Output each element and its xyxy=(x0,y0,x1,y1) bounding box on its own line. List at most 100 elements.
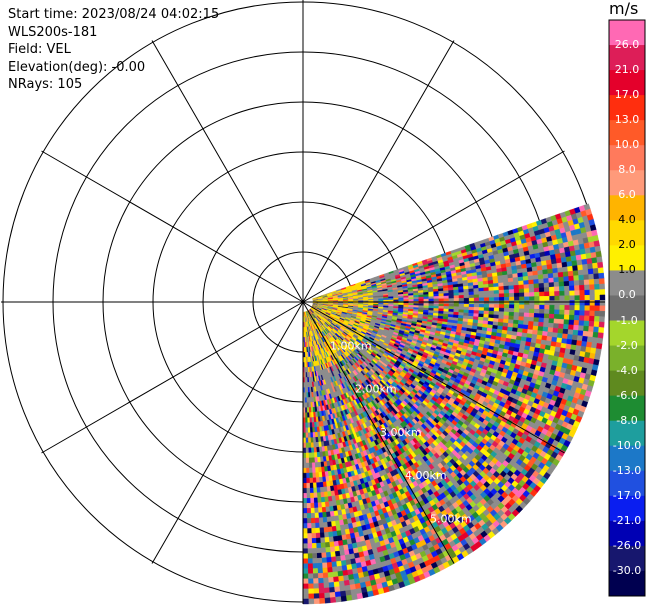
velocity-cell xyxy=(498,296,505,302)
velocity-cell xyxy=(423,296,430,300)
velocity-cell xyxy=(458,303,465,308)
velocity-cell xyxy=(567,329,574,336)
velocity-cell xyxy=(538,317,545,323)
velocity-cell xyxy=(558,281,565,287)
velocity-cell xyxy=(473,291,480,296)
velocity-cell xyxy=(518,280,525,286)
velocity-cell xyxy=(590,251,597,259)
velocity-cell xyxy=(493,297,500,302)
velocity-cell xyxy=(428,303,435,307)
velocity-cell xyxy=(563,319,570,325)
velocity-cell xyxy=(483,293,490,298)
velocity-cell xyxy=(513,284,520,290)
velocity-cell xyxy=(548,277,555,284)
velocity-cell xyxy=(576,335,584,342)
velocity-cell xyxy=(473,284,479,289)
velocity-cell xyxy=(561,261,568,268)
velocity-cell xyxy=(509,304,515,309)
velocity-cell xyxy=(433,303,440,307)
velocity-cell xyxy=(592,267,599,275)
velocity-cell xyxy=(553,318,560,325)
velocity-cell xyxy=(443,303,450,307)
velocity-cell xyxy=(479,300,485,305)
velocity-cell xyxy=(543,317,550,324)
velocity-cell xyxy=(498,289,505,295)
velocity-cell xyxy=(508,315,515,321)
velocity-cell xyxy=(577,264,584,271)
velocity-cell xyxy=(488,286,495,292)
velocity-cell xyxy=(543,287,550,293)
velocity-cell xyxy=(593,321,600,328)
velocity-cell xyxy=(589,294,596,301)
velocity-cell xyxy=(596,337,604,345)
velocity-cell xyxy=(573,315,580,321)
velocity-cell xyxy=(513,312,520,317)
velocity-cell xyxy=(539,300,545,306)
velocity-cell xyxy=(578,315,585,322)
velocity-cell xyxy=(538,278,545,284)
velocity-cell xyxy=(569,300,575,306)
velocity-cell xyxy=(598,272,605,280)
velocity-cell xyxy=(584,284,590,291)
velocity-cell xyxy=(574,300,580,306)
velocity-cell xyxy=(591,337,599,344)
velocity-cell xyxy=(478,297,485,302)
velocity-cell xyxy=(548,282,555,288)
velocity-cell xyxy=(403,299,409,302)
velocity-cell xyxy=(463,297,470,302)
velocity-cell xyxy=(483,297,490,302)
velocity-cell xyxy=(552,272,559,279)
velocity-cell xyxy=(596,256,603,264)
velocity-cell xyxy=(448,298,455,302)
velocity-cell xyxy=(548,322,555,329)
velocity-cell xyxy=(518,292,525,298)
velocity-cell xyxy=(518,284,525,290)
velocity-cell xyxy=(553,314,560,320)
velocity-cell xyxy=(543,313,550,319)
velocity-cell xyxy=(428,296,434,300)
velocity-cell xyxy=(523,280,530,286)
velocity-cell xyxy=(527,271,534,277)
velocity-cell xyxy=(542,269,549,275)
velocity-cell xyxy=(408,297,414,300)
velocity-cell xyxy=(584,305,591,312)
velocity-cell xyxy=(588,273,595,280)
velocity-cell xyxy=(532,274,539,281)
velocity-cell xyxy=(468,303,475,308)
velocity-cell xyxy=(573,275,580,282)
velocity-cell xyxy=(443,298,450,302)
velocity-cell xyxy=(599,283,605,290)
velocity-cell xyxy=(593,240,601,248)
velocity-cell xyxy=(559,309,565,316)
velocity-cell xyxy=(523,284,530,290)
velocity-cell xyxy=(533,313,540,319)
velocity-cell xyxy=(378,299,384,302)
velocity-cell xyxy=(582,263,589,271)
velocity-cell xyxy=(563,323,570,330)
velocity-cell xyxy=(403,297,409,300)
velocity-cell xyxy=(543,282,550,288)
velocity-cell xyxy=(493,290,500,295)
velocity-cell xyxy=(597,267,604,274)
velocity-cell xyxy=(564,295,571,301)
velocity-cell xyxy=(594,283,600,291)
velocity-cell xyxy=(567,265,574,272)
velocity-cell xyxy=(508,281,515,287)
velocity-cell xyxy=(579,284,585,291)
velocity-cell xyxy=(532,270,539,276)
velocity-cell xyxy=(543,322,549,328)
velocity-cell xyxy=(554,309,560,315)
velocity-cell xyxy=(579,300,586,306)
velocity-cell xyxy=(599,289,606,296)
velocity-cell xyxy=(488,283,494,288)
velocity-cell xyxy=(473,307,480,311)
velocity-cell xyxy=(553,323,560,329)
velocity-cell xyxy=(513,315,520,321)
velocity-cell xyxy=(537,274,544,280)
velocity-cell xyxy=(428,298,435,302)
velocity-cell xyxy=(513,292,520,298)
velocity-cell xyxy=(502,278,509,283)
velocity-cell xyxy=(498,307,505,313)
velocity-cell xyxy=(559,295,565,301)
